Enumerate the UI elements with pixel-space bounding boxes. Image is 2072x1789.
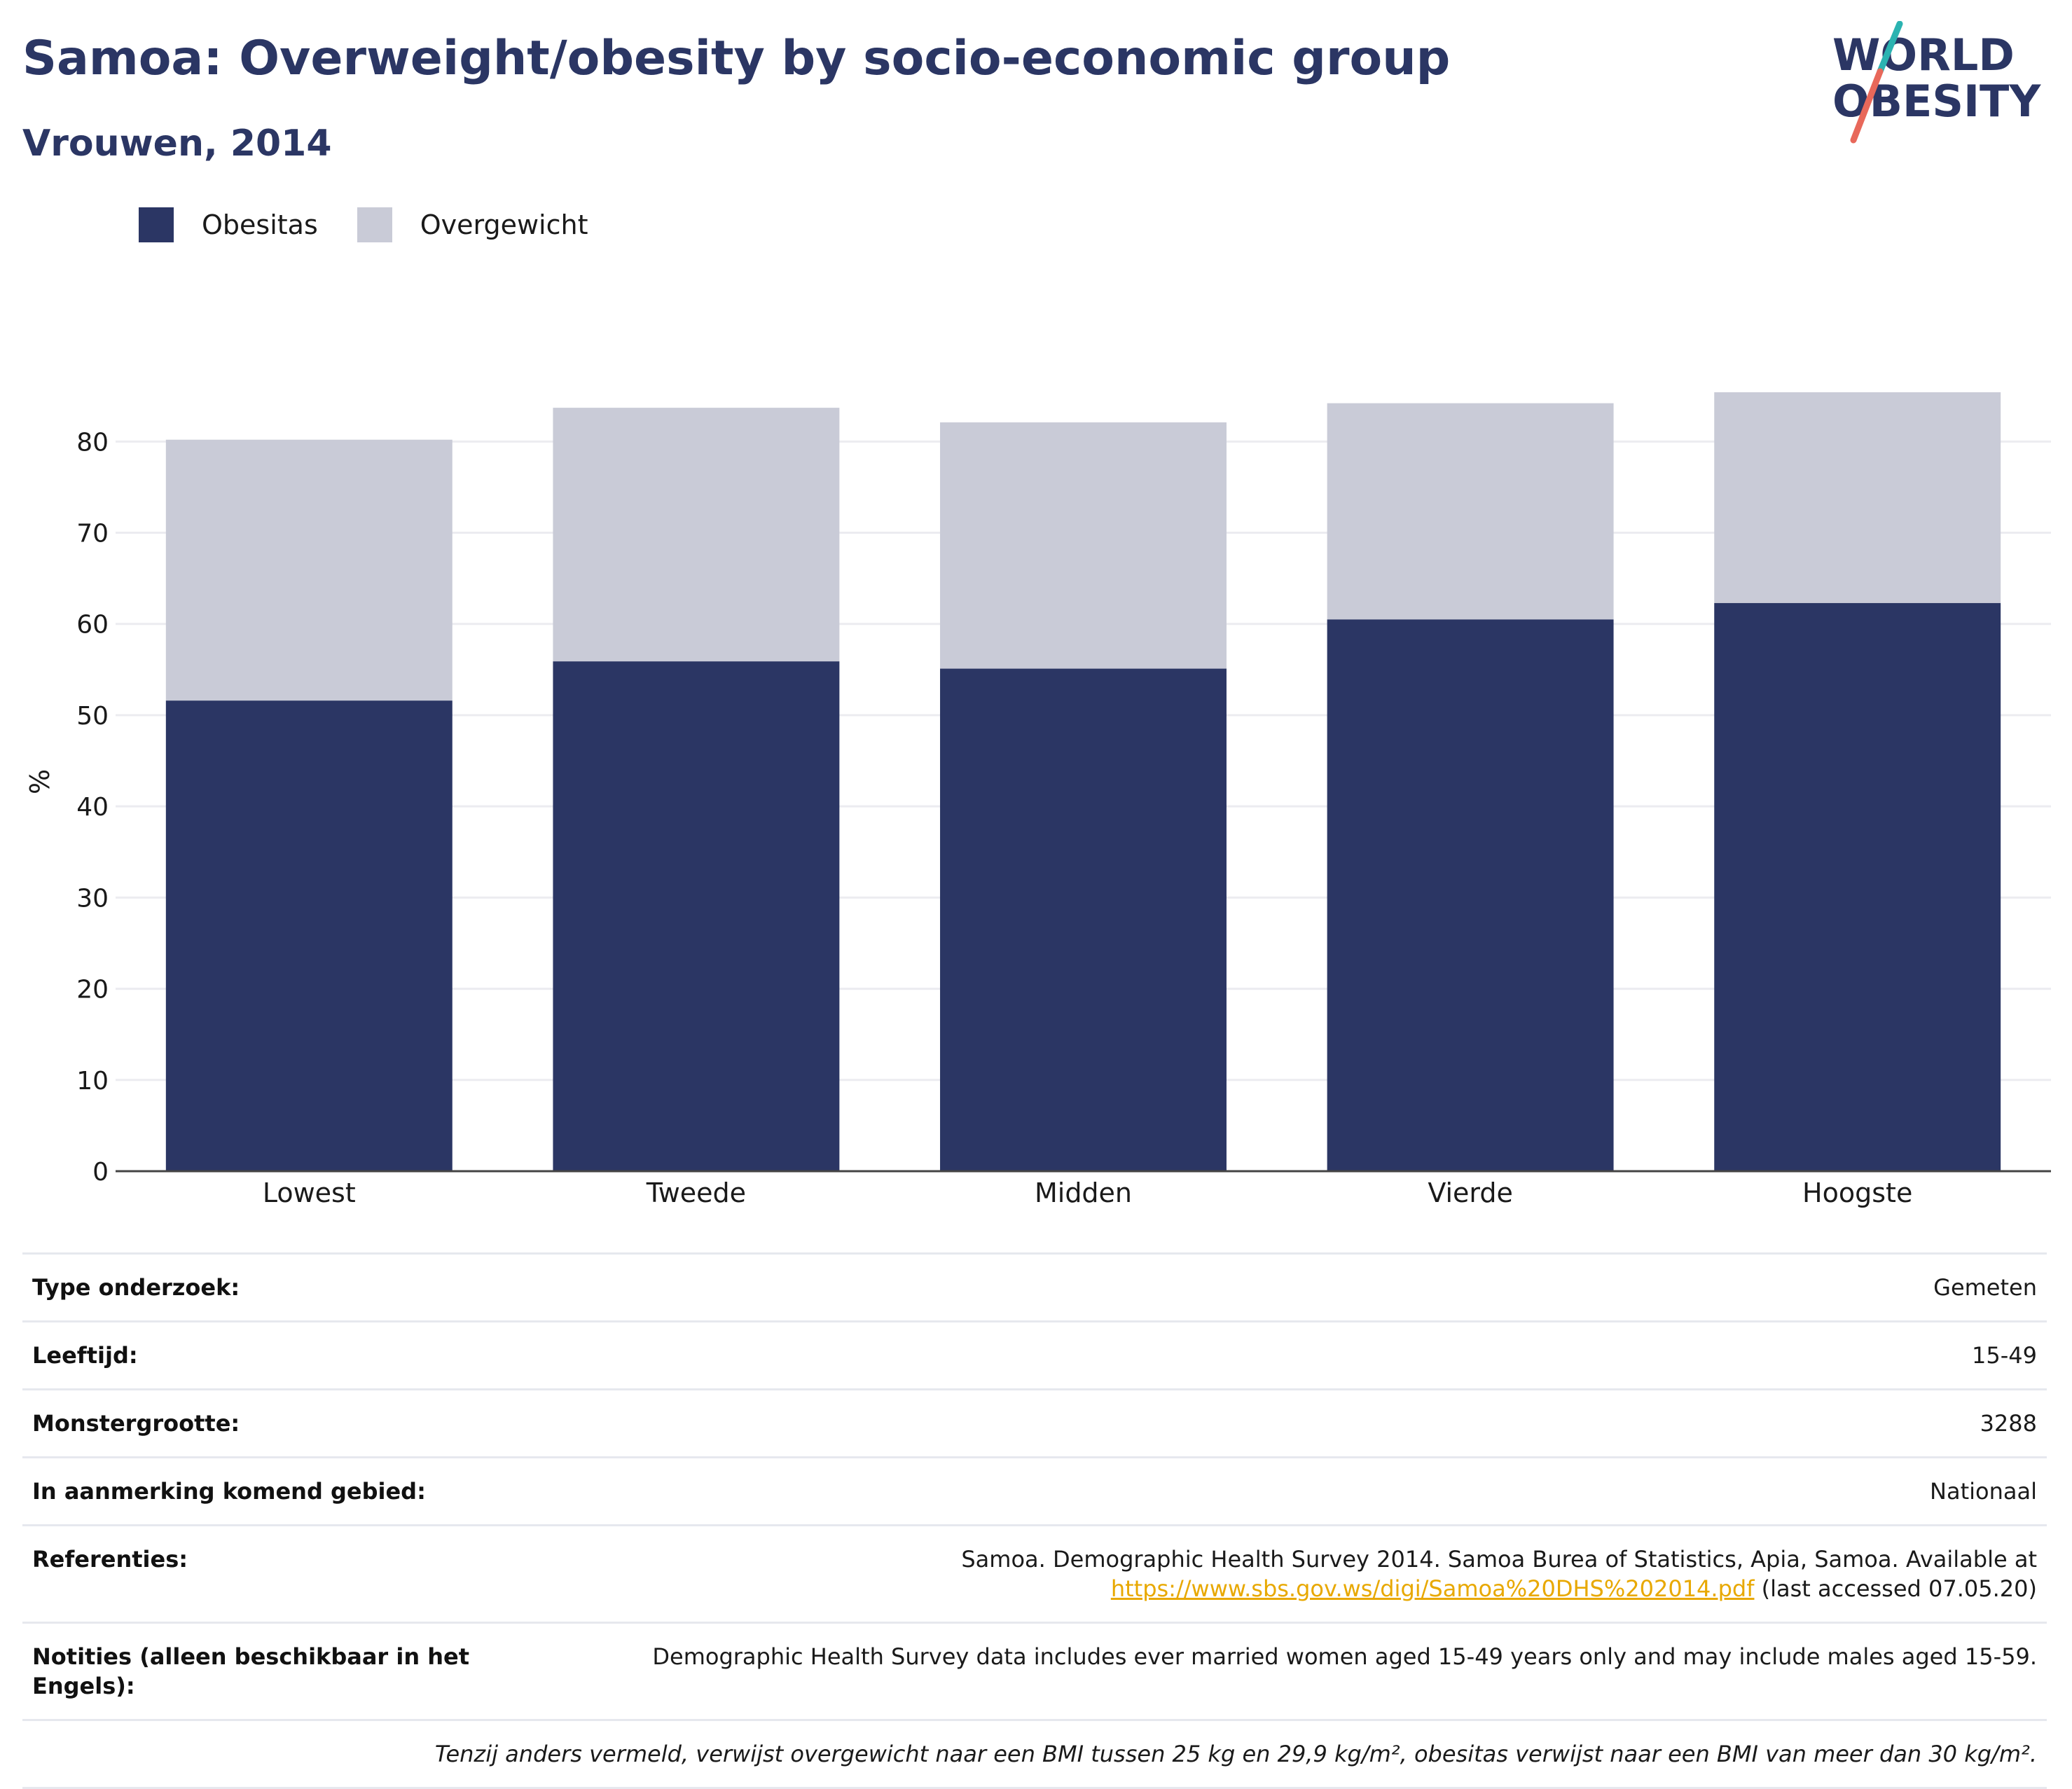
reference-suffix: (last accessed 07.05.20) (1754, 1575, 2037, 1602)
meta-key: In aanmerking komend gebied: (32, 1478, 426, 1505)
meta-row-age: Leeftijd: 15-49 (22, 1320, 2047, 1388)
legend-label-obesitas: Obesitas (202, 209, 318, 240)
y-tick-label: 60 (76, 611, 109, 640)
bar-overgewicht-vierde (1327, 403, 1614, 620)
y-axis-ticks: 0 10 20 30 40 50 60 70 80 (76, 428, 109, 1187)
logo-slash-coral (1850, 68, 1884, 144)
stacked-bar-chart: 0 10 20 30 40 50 60 70 80 Lowest Tweede Midden Vier… (25, 392, 2051, 1208)
bar-overgewicht-midden (940, 422, 1227, 669)
bar-obesitas-vierde (1327, 619, 1614, 1171)
meta-row-footnote: Tenzij anders vermeld, verwijst overgewi… (22, 1719, 2047, 1789)
y-tick-label: 40 (76, 793, 109, 822)
bar-overgewicht-tweede (553, 408, 840, 662)
bar-obesitas-lowest (165, 700, 453, 1171)
y-tick-label: 80 (76, 428, 109, 457)
meta-key: Leeftijd: (32, 1342, 138, 1369)
reference-text: Samoa. Demographic Health Survey 2014. S… (961, 1546, 2037, 1573)
meta-value: Nationaal (1930, 1478, 2037, 1505)
metadata-table: Type onderzoek: Gemeten Leeftijd: 15-49 … (22, 1252, 2047, 1789)
meta-row-area: In aanmerking komend gebied: Nationaal (22, 1456, 2047, 1524)
legend-swatch-overgewicht (357, 207, 392, 242)
footnote: Tenzij anders vermeld, verwijst overgewi… (434, 1741, 2037, 1767)
meta-row-references: Referenties: Samoa. Demographic Health S… (22, 1524, 2047, 1622)
y-tick-label: 10 (76, 1067, 109, 1096)
legend-item-obesitas: Obesitas (139, 207, 318, 242)
page-subtitle: Vrouwen, 2014 (22, 123, 332, 165)
reference-link[interactable]: https://www.sbs.gov.ws/digi/Samoa%20DHS%… (1110, 1575, 1755, 1602)
chart-legend: Obesitas Overgewicht (139, 207, 628, 242)
meta-row-type: Type onderzoek: Gemeten (22, 1252, 2047, 1320)
x-tick-label: Tweede (646, 1177, 746, 1208)
legend-label-overgewicht: Overgewicht (420, 209, 588, 240)
meta-key: Type onderzoek: (32, 1274, 240, 1301)
meta-value: Samoa. Demographic Health Survey 2014. S… (495, 1545, 2037, 1603)
y-tick-label: 70 (76, 520, 109, 548)
bars (165, 392, 2001, 1171)
logo-slash-teal (1877, 21, 1903, 75)
world-obesity-logo: WORLD OBESITY (1832, 21, 2041, 144)
y-axis-label: % (25, 769, 55, 794)
bar-obesitas-midden (940, 668, 1227, 1171)
meta-value: Gemeten (1933, 1274, 2037, 1301)
logo-line-1: WORLD (1832, 29, 2015, 81)
meta-value: 15-49 (1972, 1342, 2037, 1369)
bar-obesitas-tweede (553, 661, 840, 1171)
bar-obesitas-hoogste (1714, 602, 2001, 1171)
page-title: Samoa: Overweight/obesity by socio-econo… (22, 31, 1451, 86)
meta-value: 3288 (1980, 1410, 2037, 1437)
y-tick-label: 50 (76, 702, 109, 731)
x-tick-label: Hoogste (1802, 1177, 1912, 1208)
x-tick-label: Lowest (263, 1177, 356, 1208)
legend-swatch-obesitas (139, 207, 174, 242)
meta-key: Monstergrootte: (32, 1410, 240, 1437)
legend-item-overgewicht: Overgewicht (357, 207, 588, 242)
meta-key: Referenties: (32, 1546, 188, 1573)
meta-value: Demographic Health Survey data includes … (652, 1643, 2037, 1670)
meta-row-notes: Notities (alleen beschikbaar in het Enge… (22, 1622, 2047, 1719)
y-tick-label: 30 (76, 884, 109, 913)
bar-overgewicht-lowest (165, 439, 453, 701)
meta-key: Notities (alleen beschikbaar in het Enge… (32, 1643, 470, 1699)
y-tick-label: 0 (92, 1158, 109, 1187)
y-tick-label: 20 (76, 976, 109, 1004)
x-axis-ticks: Lowest Tweede Midden Vierde Hoogste (263, 1177, 1913, 1208)
meta-row-sample-size: Monstergrootte: 3288 (22, 1388, 2047, 1456)
x-tick-label: Vierde (1428, 1177, 1513, 1208)
x-tick-label: Midden (1035, 1177, 1132, 1208)
bar-overgewicht-hoogste (1714, 392, 2001, 603)
